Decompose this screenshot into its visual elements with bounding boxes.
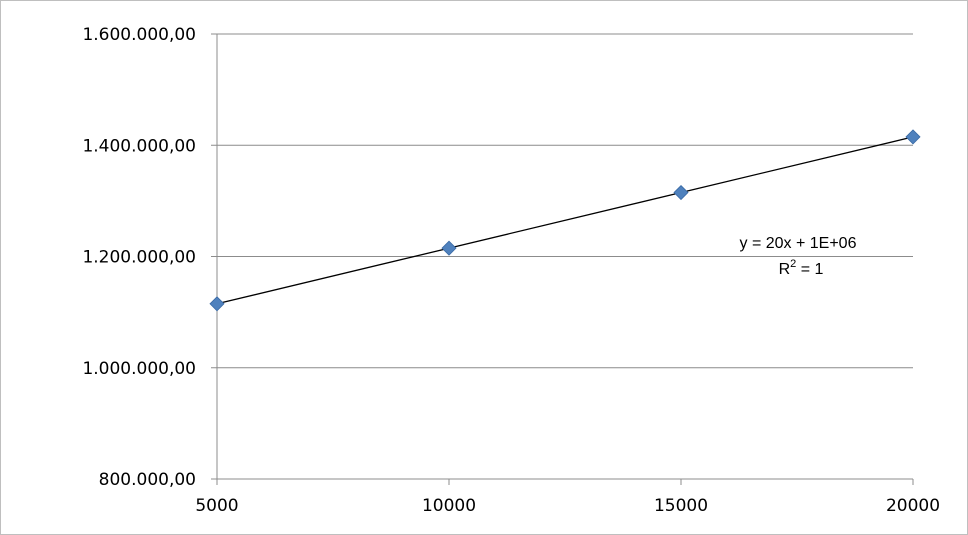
y-tick-label: 1.000.000,00 — [82, 359, 196, 379]
y-tick-label: 1.200.000,00 — [82, 248, 196, 268]
y-tick-label: 1.400.000,00 — [82, 136, 196, 156]
data-point — [209, 296, 225, 312]
r2-superscript: 2 — [790, 258, 796, 270]
data-point — [905, 129, 921, 145]
trendline-equation: y = 20x + 1E+06 — [740, 235, 857, 252]
r2-prefix: R — [779, 261, 791, 278]
data-point — [673, 184, 689, 201]
x-axis-ticks: 5000 10000 15000 20000 — [195, 479, 940, 516]
r2-suffix: = 1 — [796, 261, 823, 278]
x-tick-label: 5000 — [195, 496, 238, 516]
x-tick-label: 15000 — [654, 496, 708, 516]
trendline-group — [216, 136, 914, 305]
y-tick-label: 800.000,00 — [99, 470, 196, 490]
data-point — [441, 240, 457, 256]
x-tick-label: 20000 — [886, 496, 940, 516]
y-tick-label: 1.600.000,00 — [82, 25, 196, 45]
trendline-r-squared: R2 = 1 — [779, 258, 824, 278]
y-axis-ticks: 800.000,00 1.000.000,00 1.200.000,00 1.400.… — [82, 25, 217, 490]
x-tick-label: 10000 — [422, 496, 476, 516]
trendline — [216, 136, 914, 305]
gridlines — [217, 33, 913, 369]
data-points — [209, 129, 921, 312]
